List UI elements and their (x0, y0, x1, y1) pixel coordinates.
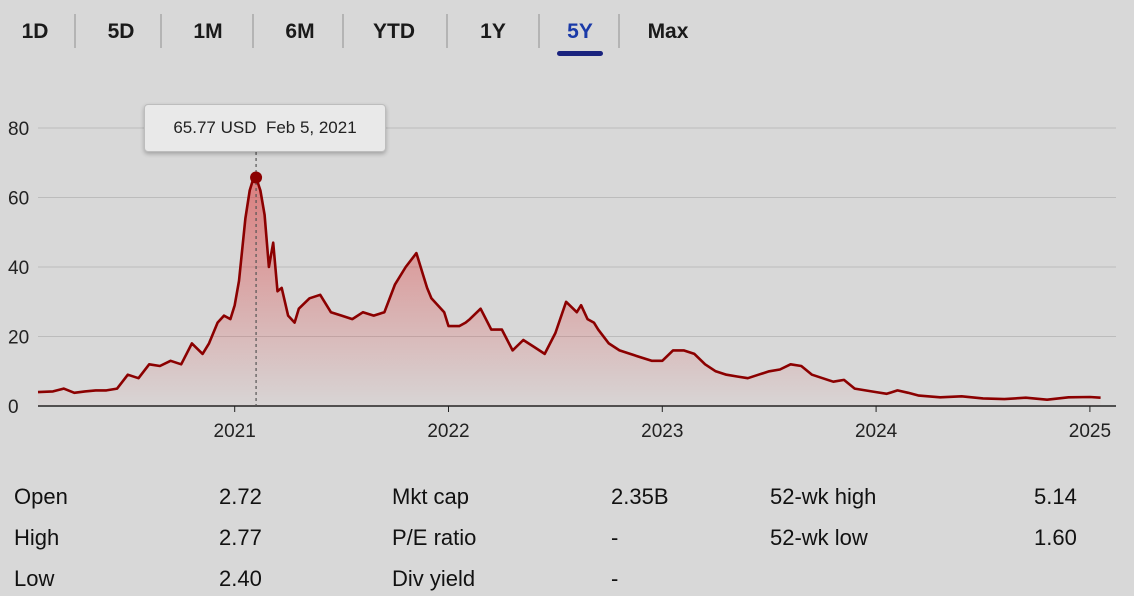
x-tick-label: 2021 (214, 421, 256, 442)
tab-1m[interactable]: 1M (186, 14, 230, 50)
price-chart: 0 20 40 60 80 2021 2022 2023 2024 2025 (8, 119, 1116, 442)
x-tick-label: 2022 (427, 421, 469, 442)
tooltip-date: Feb 5, 2021 (265, 118, 357, 137)
tab-label: 6M (285, 20, 315, 43)
stat-label: High (14, 525, 60, 550)
x-axis-ticks: 2021 2022 2023 2024 2025 (214, 406, 1111, 442)
tab-separator (446, 14, 448, 48)
y-tick-label: 20 (8, 328, 29, 349)
range-tabs: 1D 5D 1M 6M YTD 1Y 5Y Max (0, 0, 1134, 60)
tooltip-price: 65.77 USD (173, 118, 257, 137)
stat-label: 52-wk high (770, 484, 877, 509)
tab-separator (538, 14, 540, 48)
tab-separator (252, 14, 254, 48)
stat-value: - (611, 525, 619, 550)
price-tooltip: 65.77 USD Feb 5, 2021 (144, 104, 386, 152)
stat-label: Mkt cap (392, 484, 470, 509)
stat-value: 2.72 (219, 484, 262, 509)
tab-label: 1M (193, 20, 223, 43)
y-axis-ticks: 0 20 40 60 80 (8, 119, 29, 418)
x-tick-label: 2023 (641, 421, 683, 442)
tab-5d[interactable]: 5D (101, 14, 141, 50)
tab-label: Max (647, 20, 689, 43)
tab-separator (160, 14, 162, 48)
y-tick-label: 40 (8, 258, 29, 279)
stat-value: 1.60 (1034, 525, 1077, 550)
y-tick-label: 80 (8, 119, 29, 140)
stat-value: - (611, 566, 619, 591)
x-tick-label: 2024 (855, 421, 898, 442)
tab-separator (342, 14, 344, 48)
tab-5y[interactable]: 5Y (557, 14, 603, 56)
tab-1y[interactable]: 1Y (473, 14, 513, 50)
tab-separator (618, 14, 620, 48)
stat-value: 2.40 (219, 566, 262, 591)
tab-ytd[interactable]: YTD (366, 14, 422, 50)
active-tab-indicator (557, 51, 603, 56)
stat-value: 2.77 (219, 525, 262, 550)
stat-value: 5.14 (1034, 484, 1077, 509)
tab-label: 5Y (567, 20, 593, 43)
stat-label: P/E ratio (392, 525, 477, 550)
tab-separator (74, 14, 76, 48)
price-line (37, 175, 1101, 401)
tab-label: YTD (373, 20, 415, 43)
tab-label: 1Y (480, 20, 506, 43)
stats-table: Open 2.72 High 2.77 Low 2.40 Mkt cap 2.35B P/E r… (0, 470, 1134, 596)
x-tick-label: 2025 (1069, 421, 1111, 442)
stat-label: Div yield (392, 566, 476, 591)
tab-label: 5D (107, 20, 135, 43)
stat-label: Open (14, 484, 68, 509)
tab-label: 1D (21, 20, 49, 43)
tab-1d[interactable]: 1D (15, 14, 55, 50)
hover-point[interactable] (250, 171, 263, 184)
price-area (38, 176, 1101, 406)
tab-max[interactable]: Max (640, 14, 696, 50)
stat-value: 2.35B (611, 484, 669, 509)
y-tick-label: 0 (8, 397, 19, 418)
y-tick-label: 60 (8, 189, 29, 210)
stat-label: Low (14, 566, 55, 591)
tab-6m[interactable]: 6M (278, 14, 322, 50)
stat-label: 52-wk low (770, 525, 868, 550)
